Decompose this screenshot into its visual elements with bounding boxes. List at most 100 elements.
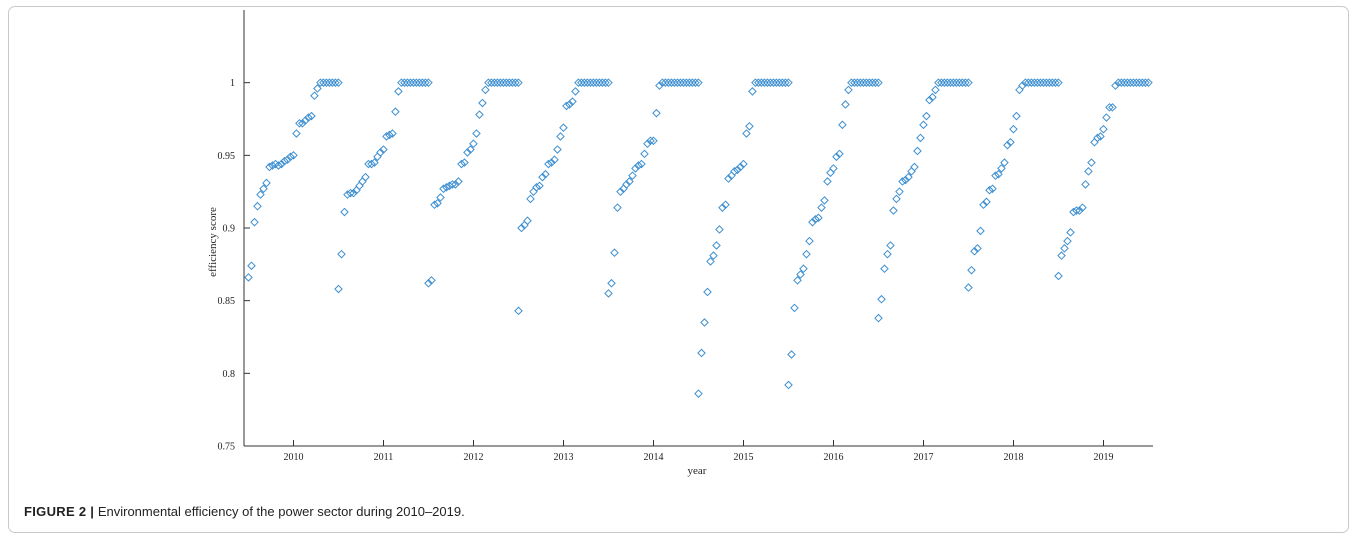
data-point bbox=[691, 78, 700, 87]
y-tick-label: 0.8 bbox=[223, 369, 236, 380]
data-point bbox=[451, 180, 460, 189]
data-point bbox=[334, 78, 343, 87]
data-point bbox=[553, 145, 562, 154]
series-group-6 bbox=[784, 78, 883, 390]
data-point bbox=[1129, 78, 1138, 87]
data-point bbox=[1081, 180, 1090, 189]
data-point bbox=[874, 313, 883, 323]
data-point bbox=[562, 101, 571, 111]
data-point bbox=[274, 161, 283, 170]
data-point bbox=[394, 87, 403, 96]
data-point bbox=[523, 216, 532, 226]
data-point bbox=[1120, 78, 1129, 87]
data-point bbox=[742, 129, 751, 138]
data-point bbox=[865, 78, 874, 87]
data-point bbox=[826, 168, 835, 178]
data-point bbox=[508, 78, 517, 87]
data-point bbox=[1123, 78, 1132, 87]
data-point bbox=[358, 177, 367, 186]
data-point bbox=[943, 78, 952, 87]
data-point bbox=[856, 78, 865, 87]
data-point bbox=[1111, 81, 1120, 90]
data-point bbox=[895, 187, 904, 196]
data-point bbox=[460, 158, 469, 167]
data-point bbox=[1141, 78, 1150, 87]
data-point bbox=[970, 246, 979, 256]
data-point bbox=[925, 95, 934, 105]
data-point bbox=[1006, 137, 1015, 147]
data-point bbox=[775, 78, 784, 87]
data-point bbox=[853, 78, 862, 87]
data-point bbox=[643, 139, 652, 149]
data-point bbox=[463, 148, 472, 157]
data-point bbox=[697, 348, 706, 358]
data-point bbox=[568, 97, 577, 106]
data-point bbox=[604, 289, 613, 298]
y-tick-label: 0.9 bbox=[223, 224, 236, 235]
data-point bbox=[316, 78, 325, 87]
data-point bbox=[262, 178, 271, 188]
chart-marks bbox=[244, 78, 1153, 398]
data-point bbox=[883, 249, 892, 259]
data-point bbox=[466, 145, 475, 154]
data-point bbox=[259, 184, 268, 194]
data-point bbox=[382, 132, 391, 141]
data-point bbox=[556, 132, 565, 141]
data-point bbox=[985, 185, 994, 195]
data-point bbox=[547, 158, 556, 167]
data-point bbox=[406, 78, 415, 87]
data-point bbox=[976, 226, 985, 236]
data-point bbox=[1021, 78, 1030, 87]
data-point bbox=[304, 113, 313, 122]
data-point bbox=[901, 175, 910, 185]
data-point bbox=[322, 78, 331, 87]
data-point bbox=[1012, 111, 1021, 121]
data-point bbox=[424, 278, 433, 288]
data-point bbox=[1132, 78, 1141, 87]
data-point bbox=[673, 78, 682, 87]
data-point bbox=[967, 265, 976, 275]
data-point bbox=[685, 78, 694, 87]
data-point bbox=[769, 78, 778, 87]
data-point bbox=[589, 78, 598, 87]
data-point bbox=[607, 278, 616, 288]
data-point bbox=[337, 249, 346, 259]
x-tick-label: 2019 bbox=[1094, 452, 1114, 463]
x-tick-label: 2015 bbox=[734, 452, 754, 463]
series-group-3 bbox=[514, 78, 613, 316]
data-point bbox=[481, 85, 490, 95]
series-group-4 bbox=[604, 78, 703, 298]
figure-caption: FIGURE 2 | Environmental efficiency of t… bbox=[24, 504, 465, 519]
data-point bbox=[913, 146, 922, 156]
data-point bbox=[628, 171, 637, 180]
data-point bbox=[700, 318, 709, 327]
data-point bbox=[1000, 158, 1009, 167]
data-point bbox=[505, 78, 514, 87]
data-point bbox=[637, 159, 646, 169]
data-point bbox=[595, 78, 604, 87]
data-point bbox=[325, 78, 334, 87]
x-tick-label: 2016 bbox=[824, 452, 844, 463]
data-point bbox=[1048, 78, 1057, 87]
data-point bbox=[931, 85, 940, 95]
data-point bbox=[334, 284, 343, 294]
data-point bbox=[469, 139, 478, 149]
data-point bbox=[361, 172, 370, 182]
data-point bbox=[421, 78, 430, 87]
data-point bbox=[997, 164, 1006, 173]
data-point bbox=[823, 177, 832, 186]
data-point bbox=[829, 164, 838, 173]
data-point bbox=[1126, 78, 1135, 87]
data-point bbox=[805, 236, 814, 246]
data-point bbox=[256, 190, 265, 199]
data-point bbox=[331, 78, 340, 87]
data-point bbox=[670, 78, 679, 87]
data-point bbox=[640, 149, 649, 159]
data-point bbox=[949, 78, 958, 87]
data-point bbox=[787, 350, 796, 359]
series-group-1 bbox=[334, 78, 433, 294]
data-point bbox=[490, 78, 499, 87]
data-point bbox=[922, 111, 931, 121]
data-point bbox=[376, 148, 385, 157]
